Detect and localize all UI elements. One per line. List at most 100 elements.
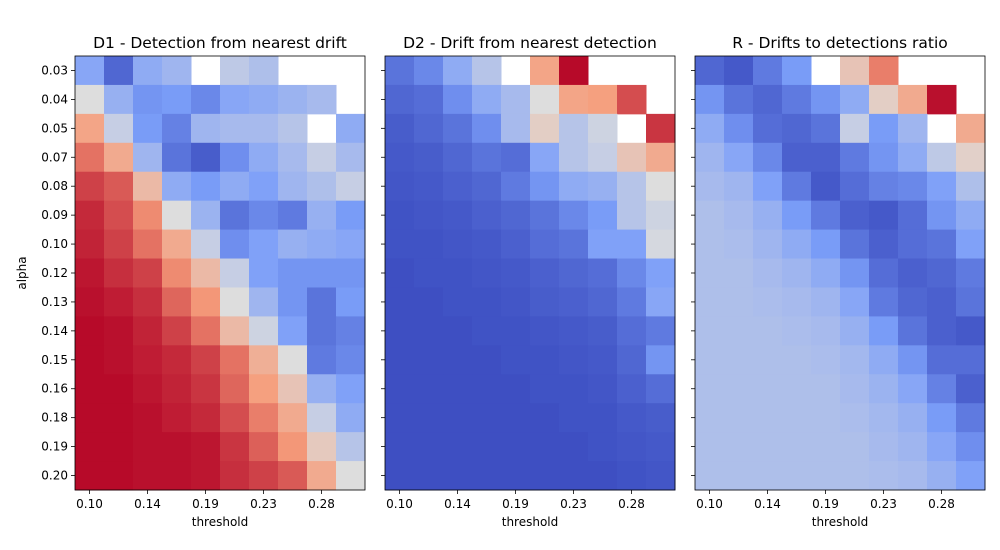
chart-title: D2 - Drift from nearest detection [403, 34, 657, 52]
heatmap-cell [414, 229, 444, 260]
x-tick-label: 0.19 [502, 497, 529, 511]
heatmap-cell [336, 171, 366, 202]
x-tick-label: 0.14 [754, 497, 781, 511]
heatmap-cell [443, 432, 473, 462]
heatmap-cell [307, 345, 337, 375]
y-tick-label: 0.08 [41, 179, 68, 193]
heatmap-cell [336, 113, 366, 144]
heatmap-cell [898, 374, 928, 404]
heatmap-cell [782, 374, 812, 404]
panels-group: D1 - Detection from nearest drift 0.10 0.1… [15, 34, 986, 529]
heatmap-cell [927, 287, 957, 317]
heatmap-cell [724, 56, 754, 86]
heatmap-cell [162, 84, 192, 115]
heatmap-cell [724, 113, 754, 144]
heatmap-cell [898, 258, 928, 288]
heatmap-cell [75, 374, 105, 404]
heatmap-cell [559, 84, 589, 115]
heatmap-cell [104, 432, 134, 462]
heatmap-cell [753, 258, 783, 288]
heatmap-cell [869, 287, 899, 317]
heatmap-cell [249, 316, 279, 346]
heatmap-cell [695, 200, 725, 231]
heatmap-cell [220, 287, 250, 317]
heatmap-cell [530, 84, 560, 115]
heatmap-cell [443, 374, 473, 404]
heatmap-cell [472, 142, 502, 173]
heatmap-cell [472, 84, 502, 115]
heatmap-cell [753, 142, 783, 173]
heatmap-cell [588, 403, 618, 433]
heatmap-cell [220, 56, 250, 86]
heatmap-cell [191, 403, 221, 433]
heatmap-cell [385, 142, 415, 173]
heatmap-cell [472, 374, 502, 404]
heatmap-cell [811, 345, 841, 375]
heatmap-cell [501, 258, 531, 288]
heatmap-cell [724, 287, 754, 317]
chart-title: R - Drifts to detections ratio [732, 34, 948, 52]
x-tick-label: 0.28 [618, 497, 645, 511]
heatmap-cell [724, 171, 754, 202]
heatmap-cell [695, 258, 725, 288]
heatmap-cell [753, 403, 783, 433]
heatmap-cell [249, 461, 279, 491]
heatmap-cell [501, 345, 531, 375]
heatmap-cell [695, 461, 725, 491]
heatmap-cell [278, 84, 308, 115]
heatmap-cell [278, 345, 308, 375]
heatmap-cell [530, 403, 560, 433]
heatmap-cell [278, 142, 308, 173]
heatmap-cell [559, 229, 589, 260]
heatmap-cell [927, 432, 957, 462]
heatmap-cell [75, 142, 105, 173]
heatmap-cell [472, 287, 502, 317]
heatmap-cell [559, 345, 589, 375]
heatmap-cell [472, 316, 502, 346]
heatmap-cell [133, 229, 163, 260]
x-tick-label: 0.19 [812, 497, 839, 511]
y-tick-label: 0.05 [41, 121, 68, 135]
heatmap-cell [840, 113, 870, 144]
heatmap-cell [898, 113, 928, 144]
heatmap-cell [191, 142, 221, 173]
heatmap-cell [782, 258, 812, 288]
heatmap-cell [782, 171, 812, 202]
heatmap-cell [530, 200, 560, 231]
chart-title: D1 - Detection from nearest drift [93, 34, 347, 52]
heatmap-cell [104, 171, 134, 202]
heatmap-cell [307, 461, 337, 491]
heatmap-cell [898, 171, 928, 202]
heatmap-cell [336, 316, 366, 346]
heatmap-cell [414, 200, 444, 231]
heatmap-cell [220, 142, 250, 173]
heatmap-cell [956, 403, 986, 433]
heatmap-cell [530, 374, 560, 404]
heatmap-cell [782, 345, 812, 375]
y-tick-label: 0.12 [41, 266, 68, 280]
heatmap-cell [414, 113, 444, 144]
heatmap-cell [956, 171, 986, 202]
heatmap-cell [898, 316, 928, 346]
heatmap-cell [472, 113, 502, 144]
heatmap-cell [724, 258, 754, 288]
heatmap-cell [133, 374, 163, 404]
heatmap-cell [782, 200, 812, 231]
heatmap-cell [869, 113, 899, 144]
heatmap-cell [559, 461, 589, 491]
heatmap-cell [191, 200, 221, 231]
heatmap-cell [472, 171, 502, 202]
heatmap-cell [162, 432, 192, 462]
heatmap-cell [724, 84, 754, 115]
heatmap-cell [646, 345, 676, 375]
heatmap-cell [336, 432, 366, 462]
heatmap-cell [191, 84, 221, 115]
heatmap-cell [588, 171, 618, 202]
heatmap-panel-2: D2 - Drift from nearest detection 0.10 0.1… [381, 34, 676, 529]
heatmap-cell [443, 287, 473, 317]
x-tick-label: 0.28 [928, 497, 955, 511]
heatmap-cell [414, 258, 444, 288]
heatmap-cell [811, 461, 841, 491]
heatmap-cell [588, 113, 618, 144]
heatmap-cell [472, 258, 502, 288]
